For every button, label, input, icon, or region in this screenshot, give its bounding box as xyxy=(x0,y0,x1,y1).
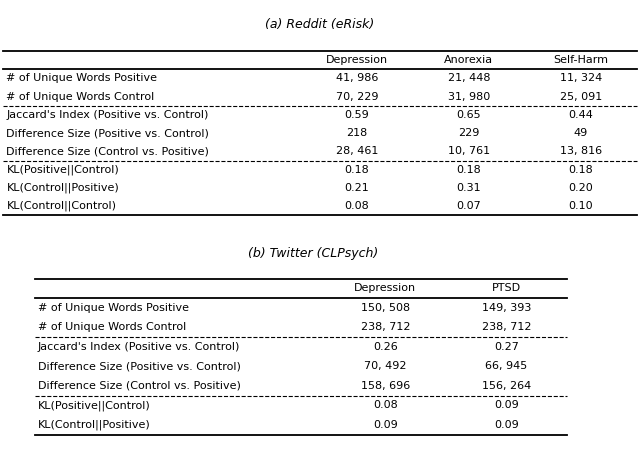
Text: Difference Size (Positive vs. Control): Difference Size (Positive vs. Control) xyxy=(6,128,209,138)
Text: 0.27: 0.27 xyxy=(494,342,519,352)
Text: 0.18: 0.18 xyxy=(568,165,593,175)
Text: 238, 712: 238, 712 xyxy=(361,322,410,332)
Text: KL(Positive||Control): KL(Positive||Control) xyxy=(6,164,119,175)
Text: (a) Reddit (eRisk): (a) Reddit (eRisk) xyxy=(266,18,374,31)
Text: 66, 945: 66, 945 xyxy=(485,361,527,371)
Text: 238, 712: 238, 712 xyxy=(482,322,531,332)
Text: KL(Control||Control): KL(Control||Control) xyxy=(6,201,116,211)
Text: KL(Control||Positive): KL(Control||Positive) xyxy=(6,183,119,193)
Text: Depression: Depression xyxy=(355,283,417,293)
Text: 0.65: 0.65 xyxy=(456,110,481,120)
Text: # of Unique Words Positive: # of Unique Words Positive xyxy=(6,73,157,84)
Text: # of Unique Words Control: # of Unique Words Control xyxy=(38,322,186,332)
Text: 229: 229 xyxy=(458,128,479,138)
Text: 0.09: 0.09 xyxy=(373,420,398,430)
Text: 150, 508: 150, 508 xyxy=(361,303,410,313)
Text: 0.20: 0.20 xyxy=(568,183,593,193)
Text: # of Unique Words Positive: # of Unique Words Positive xyxy=(38,303,189,313)
Text: 28, 461: 28, 461 xyxy=(335,146,378,156)
Text: 70, 229: 70, 229 xyxy=(335,92,378,101)
Text: Jaccard's Index (Positive vs. Control): Jaccard's Index (Positive vs. Control) xyxy=(38,342,240,352)
Text: 0.26: 0.26 xyxy=(373,342,398,352)
Text: Self-Harm: Self-Harm xyxy=(554,55,608,65)
Text: 0.59: 0.59 xyxy=(344,110,369,120)
Text: 149, 393: 149, 393 xyxy=(482,303,531,313)
Text: 0.21: 0.21 xyxy=(344,183,369,193)
Text: 49: 49 xyxy=(573,128,588,138)
Text: 21, 448: 21, 448 xyxy=(447,73,490,84)
Text: 70, 492: 70, 492 xyxy=(364,361,406,371)
Text: 13, 816: 13, 816 xyxy=(560,146,602,156)
Text: KL(Control||Positive): KL(Control||Positive) xyxy=(38,420,150,430)
Text: 0.09: 0.09 xyxy=(494,420,519,430)
Text: 0.07: 0.07 xyxy=(456,201,481,211)
Text: (b) Twitter (CLPsych): (b) Twitter (CLPsych) xyxy=(248,247,379,260)
Text: 31, 980: 31, 980 xyxy=(447,92,490,101)
Text: 0.18: 0.18 xyxy=(456,165,481,175)
Text: 0.44: 0.44 xyxy=(568,110,593,120)
Text: Anorexia: Anorexia xyxy=(444,55,493,65)
Text: 0.31: 0.31 xyxy=(456,183,481,193)
Text: 0.10: 0.10 xyxy=(568,201,593,211)
Text: # of Unique Words Control: # of Unique Words Control xyxy=(6,92,155,101)
Text: Depression: Depression xyxy=(326,55,388,65)
Text: 41, 986: 41, 986 xyxy=(335,73,378,84)
Text: PTSD: PTSD xyxy=(492,283,521,293)
Text: 156, 264: 156, 264 xyxy=(482,381,531,391)
Text: Difference Size (Control vs. Positive): Difference Size (Control vs. Positive) xyxy=(38,381,241,391)
Text: 0.08: 0.08 xyxy=(373,401,398,410)
Text: 0.08: 0.08 xyxy=(344,201,369,211)
Text: 0.18: 0.18 xyxy=(344,165,369,175)
Text: Jaccard's Index (Positive vs. Control): Jaccard's Index (Positive vs. Control) xyxy=(6,110,209,120)
Text: 0.09: 0.09 xyxy=(494,401,519,410)
Text: 158, 696: 158, 696 xyxy=(361,381,410,391)
Text: 25, 091: 25, 091 xyxy=(559,92,602,101)
Text: 11, 324: 11, 324 xyxy=(559,73,602,84)
Text: 218: 218 xyxy=(346,128,367,138)
Text: Difference Size (Positive vs. Control): Difference Size (Positive vs. Control) xyxy=(38,361,241,371)
Text: 10, 761: 10, 761 xyxy=(448,146,490,156)
Text: KL(Positive||Control): KL(Positive||Control) xyxy=(38,400,150,411)
Text: Difference Size (Control vs. Positive): Difference Size (Control vs. Positive) xyxy=(6,146,209,156)
